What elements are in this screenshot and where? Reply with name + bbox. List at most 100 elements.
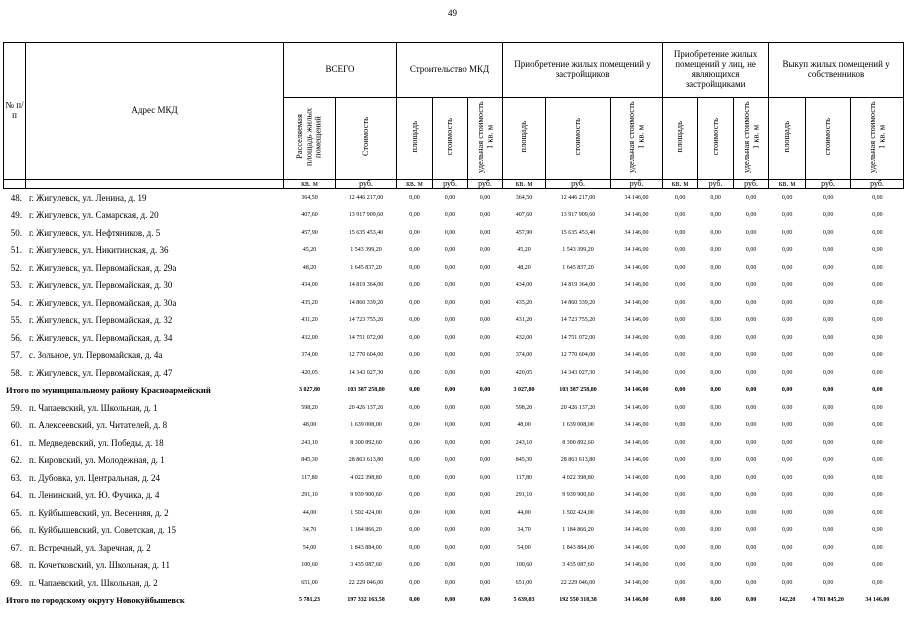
- value-cell: 0,00: [674, 194, 686, 201]
- value-cell: 0,00: [745, 282, 757, 289]
- table-row: 50. г. Жигулевск, ул. Нефтяников, д. 5 457…: [4, 224, 904, 242]
- value-cell: 0,00: [872, 317, 883, 324]
- value-cell: 1 543 399,20: [562, 247, 594, 254]
- value-cell: 0,00: [872, 229, 883, 236]
- value-cell: 12 446 217,00: [348, 194, 384, 201]
- sub-header: стоимость: [432, 97, 469, 180]
- value-cell: 0,00: [710, 299, 721, 306]
- value-cell: 0,00: [872, 422, 883, 429]
- value-cell: 0,00: [745, 544, 757, 551]
- value-cell: 0,00: [674, 439, 686, 446]
- value-cell: 1 843 884,00: [350, 544, 382, 551]
- sub-header-text: Расселяемая площадь жилых помещений: [294, 107, 324, 167]
- value-cell: 0,00: [710, 212, 721, 219]
- value-cell: 364,50: [301, 194, 318, 201]
- value-cell: 0,00: [444, 579, 456, 586]
- unit-cell: руб.: [697, 178, 735, 189]
- value-cell: 0,00: [745, 369, 757, 376]
- value-cell: 0,00: [674, 317, 686, 324]
- value-cell: 1 543 399,20: [350, 247, 382, 254]
- header-cell: [25, 178, 284, 189]
- address: п. Куйбышевский, ул. Весенняя, д. 2: [29, 507, 169, 518]
- value-cell: 5 639,03: [513, 597, 535, 604]
- value-cell: 0,00: [781, 404, 793, 411]
- value-cell: 598,20: [515, 404, 533, 411]
- value-cell: 0,00: [409, 562, 420, 569]
- row-number: 61.: [10, 437, 22, 448]
- value-cell: 34 146,00: [624, 282, 649, 289]
- value-cell: 0,00: [444, 299, 456, 306]
- sub-header: стоимость: [697, 97, 735, 180]
- value-cell: 0,00: [710, 334, 721, 341]
- value-cell: 0,00: [745, 387, 757, 394]
- value-cell: 0,00: [745, 492, 757, 499]
- value-cell: 8 300 892,60: [350, 439, 382, 446]
- value-cell: 0,00: [409, 334, 420, 341]
- value-cell: 28 863 613,80: [560, 457, 596, 464]
- value-cell: 4 022 398,80: [562, 474, 594, 481]
- value-cell: 432,00: [301, 334, 318, 341]
- value-cell: 598,20: [301, 404, 318, 411]
- value-cell: 0,00: [872, 194, 883, 201]
- value-cell: 34 146,00: [624, 544, 649, 551]
- address: п. Кочетковский, ул. Школьная, д. 11: [29, 560, 170, 571]
- unit-cell: руб.: [334, 178, 398, 189]
- address: п. Встречный, ул. Заречная, д. 2: [29, 542, 151, 553]
- value-cell: 0,00: [674, 247, 686, 254]
- value-cell: 34 146,00: [624, 317, 649, 324]
- sub-header-text: удельная стоимость 1 кв. м: [474, 101, 495, 173]
- row-number: 69.: [10, 577, 22, 588]
- address: п. Алексеевский, ул. Читателей, д. 8: [29, 420, 168, 431]
- value-cell: 0,00: [781, 229, 793, 236]
- value-cell: 0,00: [710, 579, 721, 586]
- value-cell: 0,00: [674, 597, 686, 604]
- header-cell: [3, 178, 26, 189]
- value-cell: 0,00: [710, 387, 721, 394]
- value-cell: 0,00: [781, 264, 793, 271]
- value-cell: 845,30: [515, 457, 533, 464]
- sub-header-text: стоимость: [444, 118, 455, 156]
- value-cell: 14 819 364,00: [560, 282, 596, 289]
- value-cell: 34 146,00: [624, 229, 649, 236]
- value-cell: 0,00: [710, 562, 721, 569]
- value-cell: 20 426 137,20: [560, 404, 596, 411]
- value-cell: 0,00: [781, 369, 793, 376]
- value-cell: 0,00: [781, 317, 793, 324]
- value-cell: 0,00: [674, 457, 686, 464]
- value-cell: 103 387 258,80: [347, 387, 385, 394]
- value-cell: 0,00: [745, 527, 757, 534]
- sub-header: удельная стоимость 1 кв. м: [850, 97, 905, 180]
- value-cell: 435,20: [301, 299, 318, 306]
- value-cell: 0,00: [745, 334, 757, 341]
- value-cell: 5 781,23: [299, 597, 320, 604]
- sub-header-text: площадь: [674, 121, 685, 153]
- value-cell: 0,00: [872, 544, 883, 551]
- value-cell: 0,00: [710, 282, 721, 289]
- address: п. Ленинский, ул. Ю. Фучика, д. 4: [29, 490, 160, 501]
- value-cell: 0,00: [479, 544, 491, 551]
- value-cell: 0,00: [674, 544, 686, 551]
- group-header: Приобретение жилых помещений у лиц, не я…: [662, 42, 770, 98]
- value-cell: 3 027,80: [299, 387, 320, 394]
- value-cell: 0,00: [444, 352, 456, 359]
- value-cell: 4 781 845,20: [812, 597, 844, 604]
- value-cell: 0,00: [745, 247, 757, 254]
- value-cell: 291,10: [301, 492, 318, 499]
- value-cell: 0,00: [745, 457, 757, 464]
- value-cell: 192 550 318,38: [559, 597, 597, 604]
- value-cell: 0,00: [872, 247, 883, 254]
- value-cell: 0,00: [781, 439, 793, 446]
- table-row: 58. г. Жигулевск, ул. Первомайская, д. 47…: [4, 364, 904, 382]
- value-cell: 48,20: [302, 264, 317, 271]
- value-cell: 0,00: [674, 579, 686, 586]
- sub-header: удельная стоимость 1 кв. м: [733, 97, 770, 180]
- value-cell: 0,00: [745, 474, 757, 481]
- value-cell: 45,20: [517, 247, 531, 254]
- value-cell: 34 146,00: [624, 562, 649, 569]
- page-number: 49: [448, 8, 457, 18]
- sub-header: площадь: [502, 97, 547, 180]
- value-cell: 420,05: [301, 369, 318, 376]
- value-cell: 0,00: [710, 247, 721, 254]
- value-cell: 0,00: [409, 439, 420, 446]
- value-cell: 1 645 837,20: [562, 264, 594, 271]
